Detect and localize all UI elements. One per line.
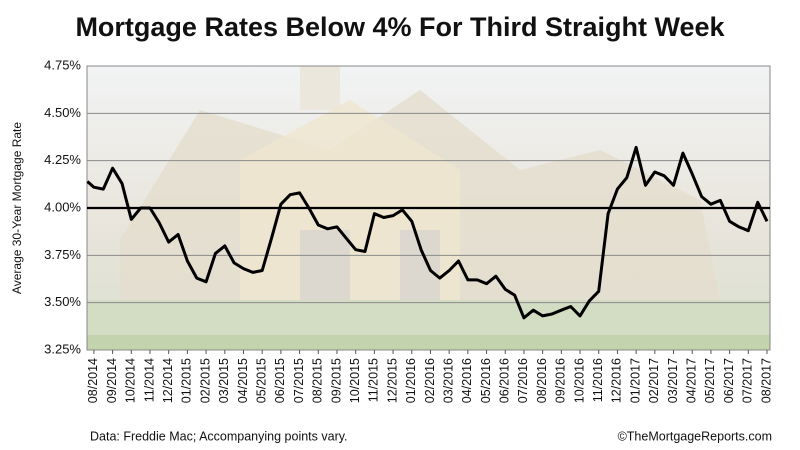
x-tick-label: 04/2015 <box>236 358 250 403</box>
x-tick-label: 12/2016 <box>610 358 624 403</box>
x-tick-label: 10/2016 <box>572 358 586 403</box>
x-tick-label: 05/2017 <box>703 358 717 403</box>
x-tick-label: 07/2015 <box>292 358 306 403</box>
x-tick-label: 02/2015 <box>198 358 212 403</box>
y-tick-label: 3.25% <box>44 341 81 356</box>
x-tick-label: 07/2016 <box>516 358 530 403</box>
x-tick-label: 11/2016 <box>591 358 605 402</box>
x-tick-label: 10/2015 <box>348 358 362 403</box>
x-tick-label: 06/2017 <box>722 358 736 403</box>
marks <box>86 145 769 320</box>
x-tick-label: 01/2017 <box>628 358 642 403</box>
grid <box>87 65 770 354</box>
x-tick-label: 04/2017 <box>685 358 699 403</box>
x-tick-label: 10/2014 <box>124 358 138 403</box>
x-tick-label: 12/2014 <box>161 358 175 403</box>
x-tick-label: 08/2015 <box>311 358 325 403</box>
x-tick-label: 05/2015 <box>254 358 268 403</box>
x-tick-label: 08/2016 <box>535 358 549 403</box>
x-tick-label: 06/2015 <box>273 358 287 403</box>
x-tick-label: 01/2015 <box>180 358 194 403</box>
y-tick-label: 4.00% <box>44 199 81 214</box>
x-tick-label: 08/2017 <box>759 358 773 403</box>
x-tick-label: 05/2016 <box>479 358 493 403</box>
x-tick-label: 12/2015 <box>385 358 399 403</box>
chart-title: Mortgage Rates Below 4% For Third Straig… <box>75 12 725 42</box>
x-tick-label: 03/2015 <box>217 358 231 403</box>
x-tick-label: 04/2016 <box>460 358 474 403</box>
x-tick-label: 06/2016 <box>498 358 512 403</box>
x-tick-label: 11/2015 <box>367 358 381 402</box>
source-note: Data: Freddie Mac; Accompanying points v… <box>90 429 348 443</box>
x-tick-label: 03/2017 <box>666 358 680 403</box>
rate-line <box>86 145 769 320</box>
x-tick-label: 07/2017 <box>741 358 755 403</box>
x-tick-label: 09/2016 <box>554 358 568 403</box>
x-tick-label: 11/2014 <box>142 358 156 402</box>
y-tick-label: 3.50% <box>44 294 81 309</box>
x-tick-label: 09/2015 <box>329 358 343 403</box>
x-tick-label: 03/2016 <box>441 358 455 403</box>
y-tick-label: 3.75% <box>44 247 81 262</box>
y-tick-label: 4.75% <box>44 57 81 72</box>
x-tick-label: 02/2017 <box>647 358 661 403</box>
x-tick-label: 09/2014 <box>105 358 119 403</box>
x-tick-label: 01/2016 <box>404 358 418 403</box>
y-tick-label: 4.50% <box>44 105 81 120</box>
x-tick-label: 02/2016 <box>423 358 437 403</box>
y-axis-label: Average 30-Year Mortgage Rate <box>10 122 24 294</box>
credit: ©TheMortgageReports.com <box>618 429 772 443</box>
y-tick-label: 4.25% <box>44 152 81 167</box>
x-tick-label: 08/2014 <box>86 358 100 403</box>
